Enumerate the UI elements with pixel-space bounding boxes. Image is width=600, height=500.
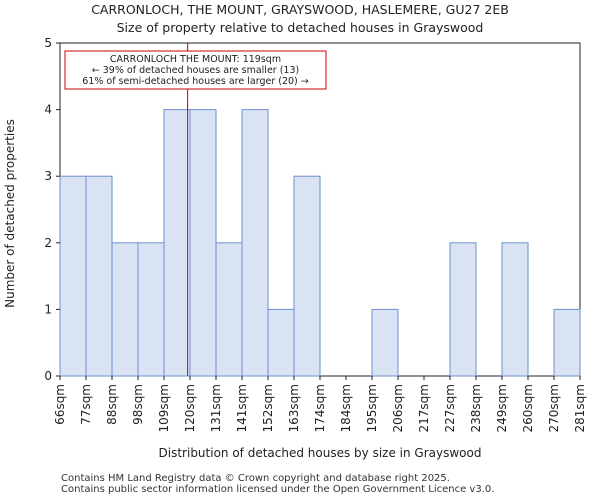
x-tick-label: 184sqm [339,384,353,432]
x-tick-label: 260sqm [521,384,535,432]
histogram-bar [215,242,243,377]
histogram-bar [189,109,217,377]
y-tick-label: 4 [44,103,52,117]
annotation-box [64,50,327,90]
x-tick-label: 281sqm [573,384,587,432]
histogram-bar [501,242,529,377]
histogram-bar [111,242,139,377]
x-tick-label: 66sqm [53,384,67,425]
x-tick-label: 217sqm [417,384,431,432]
y-axis-label: Number of detached properties [3,119,17,308]
x-tick-label: 120sqm [183,384,197,432]
histogram-bar [85,175,113,377]
x-tick-label: 152sqm [261,384,275,432]
x-tick-label: 98sqm [131,384,145,425]
histogram-bar [267,308,295,377]
y-tick-label: 5 [44,36,52,50]
histogram-bar [59,175,87,377]
x-axis-label: Distribution of detached houses by size … [159,446,482,460]
x-tick-label: 174sqm [313,384,327,432]
x-tick-label: 88sqm [105,384,119,425]
histogram-bar [163,109,191,377]
footer-line-1: Contains HM Land Registry data © Crown c… [61,473,450,484]
y-tick-label: 1 [44,302,52,316]
chart-subtitle: Size of property relative to detached ho… [116,20,484,35]
x-tick-label: 195sqm [365,384,379,432]
x-tick-label: 249sqm [495,384,509,432]
histogram-bar [293,175,321,377]
x-tick-label: 163sqm [287,384,301,432]
x-tick-label: 270sqm [547,384,561,432]
x-tick-label: 131sqm [209,384,223,432]
x-tick-label: 238sqm [469,384,483,432]
x-tick-label: 141sqm [235,384,249,432]
y-tick-label: 0 [44,369,52,383]
x-tick-label: 109sqm [157,384,171,432]
x-tick-label: 227sqm [443,384,457,432]
annotation-line-1: CARRONLOCH THE MOUNT: 119sqm [110,54,281,65]
chart-title: CARRONLOCH, THE MOUNT, GRAYSWOOD, HASLEM… [91,2,509,17]
x-tick-label: 77sqm [79,384,93,425]
histogram-bar [241,109,269,377]
histogram-bar [553,308,581,377]
y-tick-label: 3 [44,169,52,183]
footer-line-2: Contains public sector information licen… [61,484,495,495]
annotation-line-2: ← 39% of detached houses are smaller (13… [92,65,299,76]
y-tick-label: 2 [44,236,52,250]
histogram-chart: 0 1 2 3 4 5 66sqm 77sqm 88sqm 98sqm 109sqm 120sqm 13… [3,36,587,460]
x-tick-label: 206sqm [391,384,405,432]
histogram-bar [137,242,165,377]
histogram-bar [371,308,399,377]
histogram-bar [449,242,477,377]
annotation-line-3: 61% of semi-detached houses are larger (… [82,76,309,87]
